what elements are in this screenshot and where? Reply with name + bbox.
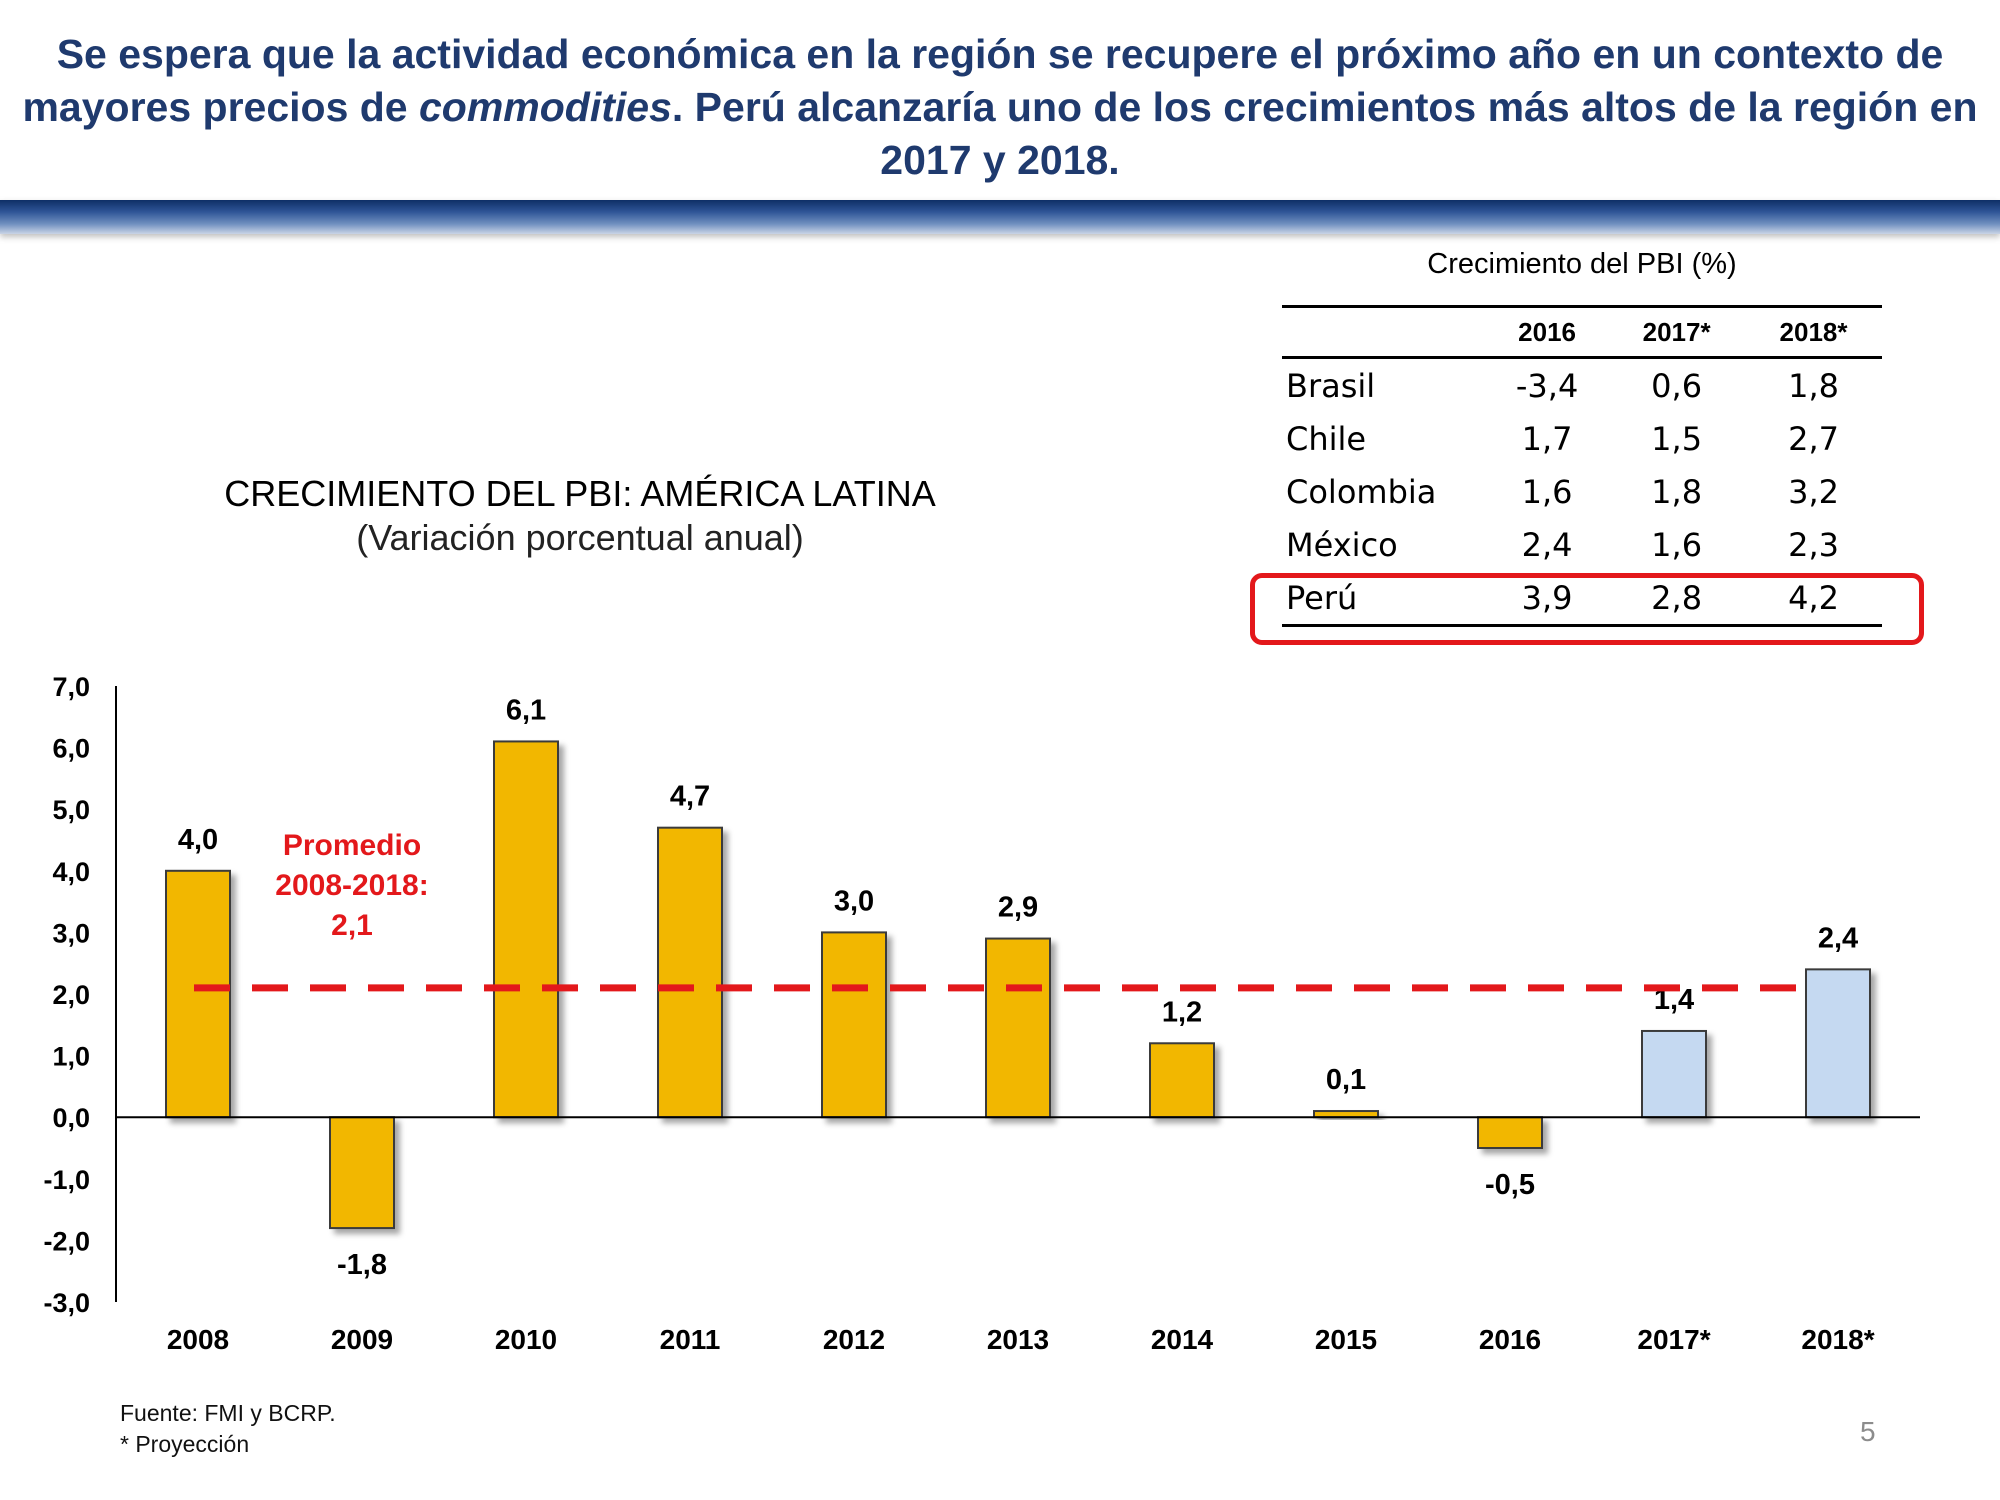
- y-tick-label: 4,0: [52, 857, 90, 887]
- header-divider-bar: [0, 200, 2000, 234]
- data-label: -1,8: [337, 1249, 387, 1281]
- bar-2016: [1477, 1116, 1543, 1149]
- data-label: 1,2: [1162, 996, 1202, 1028]
- y-tick-label: 0,0: [52, 1103, 90, 1133]
- table-row-brasil: Brasil -3,4 0,6 1,8: [1282, 358, 1882, 413]
- headline-text-2: . Perú alcanzaría uno de los crecimiento…: [671, 84, 1978, 183]
- table-cell-country: Brasil: [1286, 366, 1376, 405]
- bar-2012: [821, 931, 887, 1119]
- table-cell-value: 1,8: [1651, 472, 1703, 511]
- table-cell-country: Perú: [1282, 571, 1486, 627]
- table-header-row: 2016 2017* 2018*: [1282, 305, 1882, 359]
- table-cell-value: 2,7: [1788, 419, 1839, 458]
- bar-2009: [329, 1116, 395, 1230]
- bar-2013: [985, 937, 1051, 1119]
- data-label: 4,0: [178, 824, 218, 856]
- x-tick-label: 2018*: [1801, 1324, 1874, 1355]
- table-cell-value: 3,9: [1486, 571, 1609, 627]
- bar-2011: [657, 826, 723, 1119]
- average-label-line: Promedio: [283, 829, 421, 862]
- table-cell-value: 0,6: [1651, 366, 1703, 405]
- x-tick-label: 2011: [660, 1324, 721, 1355]
- data-label: -0,5: [1485, 1169, 1535, 1201]
- table-cell-value: 2,3: [1788, 525, 1839, 564]
- average-label-line: 2,1: [331, 909, 373, 942]
- x-tick-label: 2009: [331, 1324, 393, 1355]
- chart-title-block: CRECIMIENTO DEL PBI: AMÉRICA LATINA (Var…: [150, 472, 1010, 560]
- y-tick-label: 5,0: [52, 795, 90, 825]
- table-cell-country: Chile: [1286, 419, 1367, 458]
- bar-2014: [1149, 1042, 1215, 1119]
- headline-italic: commodities: [419, 84, 672, 130]
- headline-text-1: Se espera que la actividad económica en …: [22, 31, 1944, 130]
- bar-2008: [165, 869, 231, 1119]
- table-cell-value: 4,2: [1745, 571, 1882, 627]
- table-title: Crecimiento del PBI (%): [1427, 248, 1737, 280]
- data-label: 3,0: [834, 885, 874, 917]
- bar-2018: [1805, 968, 1871, 1119]
- table-cell-value: 1,8: [1788, 366, 1839, 405]
- y-tick-label: -2,0: [43, 1226, 90, 1256]
- y-tick-label: 3,0: [52, 918, 90, 948]
- data-label: 4,7: [670, 781, 710, 813]
- table-cell-value: 1,5: [1651, 419, 1703, 458]
- x-tick-label: 2012: [823, 1324, 885, 1355]
- table-row-chile: Chile 1,7 1,5 2,7: [1282, 412, 1882, 465]
- y-tick-label: 7,0: [52, 672, 90, 702]
- bar-2010: [493, 740, 559, 1119]
- peru-row-highlight: [1250, 573, 1924, 645]
- x-tick-label: 2008: [167, 1324, 229, 1355]
- table-cell-value: 2,8: [1608, 571, 1746, 627]
- table-row-mexico: México 2,4 1,6 2,3: [1282, 518, 1882, 571]
- x-tick-label: 2017*: [1637, 1324, 1710, 1355]
- y-tick-label: 6,0: [52, 734, 90, 764]
- table-cell-country: Colombia: [1286, 472, 1437, 511]
- data-label: 6,1: [506, 694, 546, 726]
- page-number: 5: [1860, 1416, 1876, 1447]
- projection-note: * Proyección: [120, 1431, 250, 1457]
- table-cell-value: 1,6: [1651, 525, 1703, 564]
- x-tick-label: 2016: [1479, 1324, 1541, 1355]
- footer-notes: Fuente: FMI y BCRP. * Proyección: [120, 1398, 336, 1460]
- gdp-growth-table: Crecimiento del PBI (%) 2016 2017* 2018*…: [1282, 248, 1882, 627]
- table-header-country: [1282, 305, 1486, 359]
- table-row-peru: Perú 3,9 2,8 4,2: [1282, 571, 1882, 627]
- x-tick-label: 2014: [1151, 1324, 1214, 1355]
- bar-2017: [1641, 1029, 1707, 1119]
- table-cell-value: -3,4: [1515, 366, 1579, 405]
- table-cell-value: 1,7: [1521, 419, 1573, 458]
- source-note: Fuente: FMI y BCRP.: [120, 1400, 336, 1426]
- y-tick-label: -1,0: [43, 1165, 90, 1195]
- data-label: 2,4: [1818, 922, 1858, 954]
- average-label-line: 2008-2018:: [275, 869, 428, 902]
- chart-subtitle: (Variación porcentual anual): [356, 517, 804, 558]
- table-row-colombia: Colombia 1,6 1,8 3,2: [1282, 465, 1882, 518]
- x-tick-label: 2013: [987, 1324, 1049, 1355]
- table-header-2016: 2016: [1486, 305, 1609, 359]
- y-tick-label: 2,0: [52, 980, 90, 1010]
- chart-title: CRECIMIENTO DEL PBI: AMÉRICA LATINA: [224, 473, 936, 514]
- data-label: 2,9: [998, 892, 1038, 924]
- y-tick-label: 1,0: [52, 1042, 90, 1072]
- table-cell-value: 3,2: [1788, 472, 1839, 511]
- x-tick-label: 2015: [1315, 1324, 1377, 1355]
- x-tick-label: 2010: [495, 1324, 557, 1355]
- table-header-2017: 2017*: [1608, 305, 1746, 359]
- table-header-2018: 2018*: [1745, 305, 1882, 359]
- data-label: 0,1: [1326, 1064, 1366, 1096]
- table-cell-value: 2,4: [1521, 525, 1573, 564]
- table-cell-country: México: [1286, 525, 1398, 564]
- y-tick-label: -3,0: [43, 1288, 90, 1318]
- slide-headline: Se espera que la actividad económica en …: [0, 28, 2000, 187]
- table-cell-value: 1,6: [1521, 472, 1573, 511]
